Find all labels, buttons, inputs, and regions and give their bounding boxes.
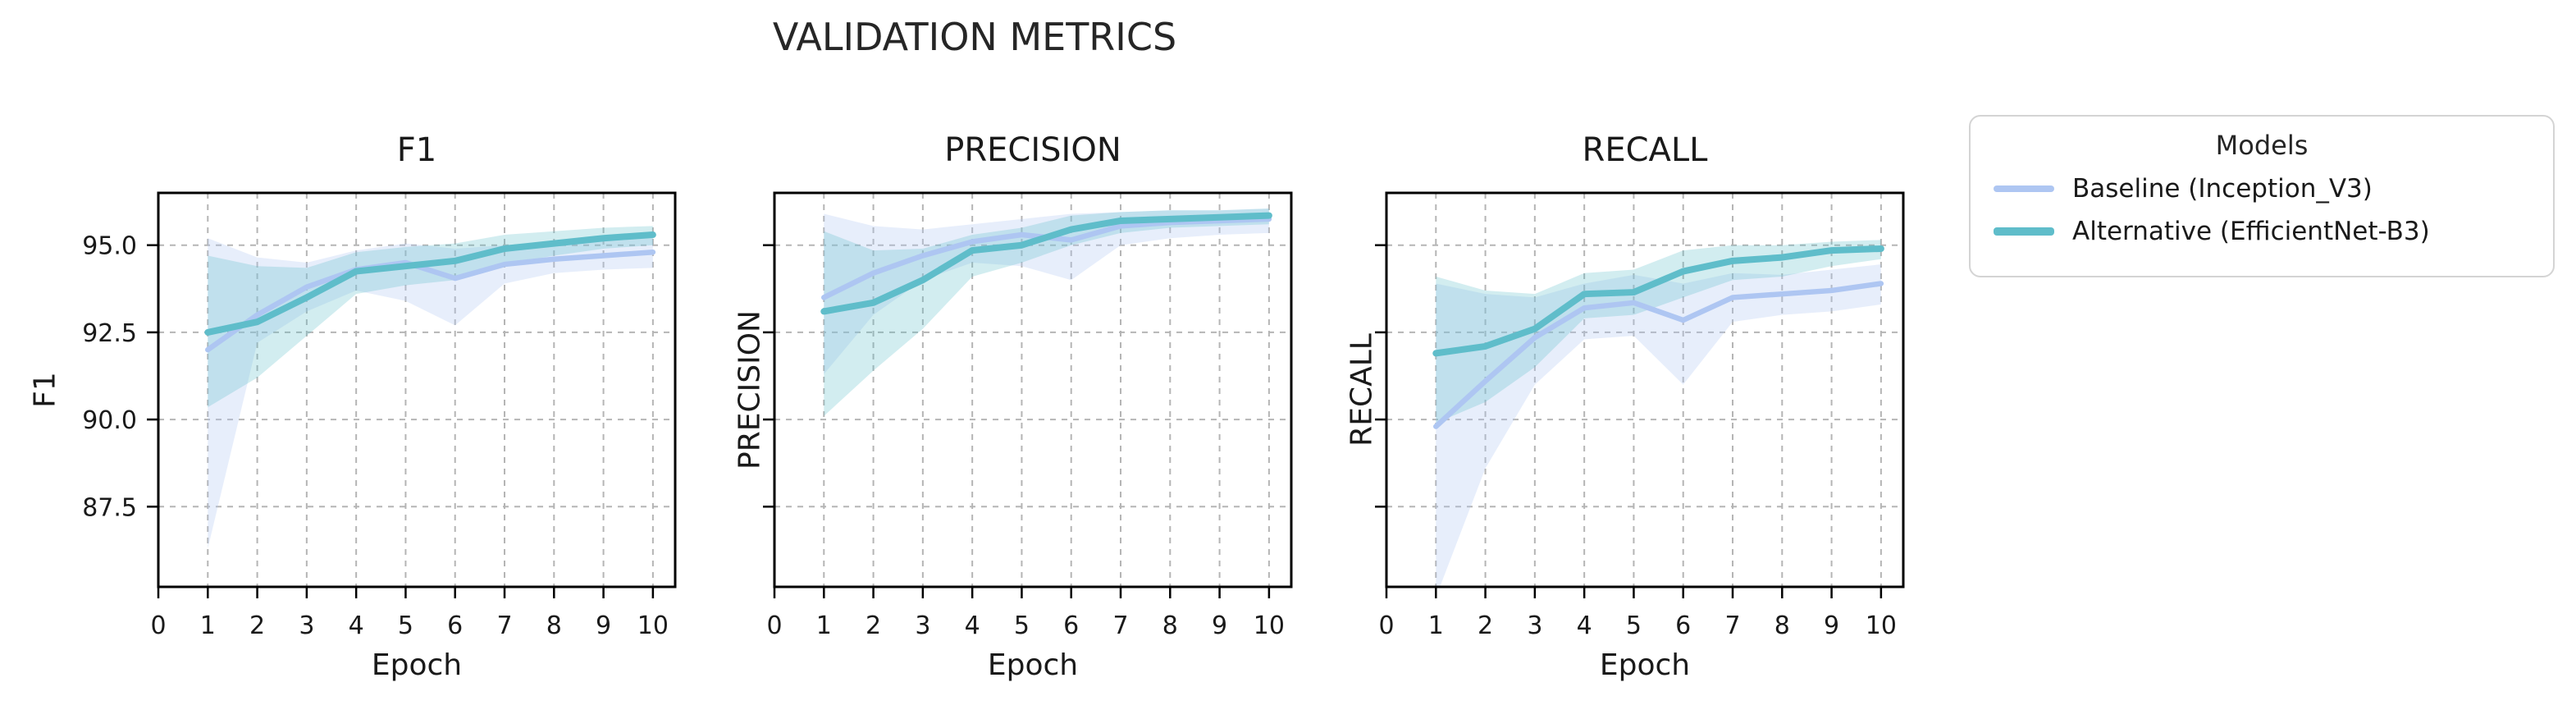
legend-item-alternative: Alternative (EfficientNet-B3)	[1994, 217, 2530, 246]
x-tick-label: 2	[866, 611, 881, 640]
confidence-band-alternative	[824, 208, 1269, 416]
x-tick-label: 8	[546, 611, 562, 640]
plot-series-group	[204, 226, 656, 549]
x-tick-label: 5	[398, 611, 413, 640]
x-tick-label: 7	[1112, 611, 1128, 640]
recall-plot-area: 0 1 2 3 4 5 6 7 8 9 10	[1375, 191, 1905, 640]
plot-border	[1385, 191, 1905, 588]
confidence-band-baseline	[208, 238, 653, 549]
legend-title: Models	[2215, 130, 2309, 161]
x-tick-label: 1	[1428, 611, 1444, 640]
x-tick-label: 5	[1014, 611, 1030, 640]
x-tick-label: 10	[637, 611, 669, 640]
x-tick-label: 3	[1527, 611, 1542, 640]
figure-title: VALIDATION METRICS	[772, 15, 1177, 59]
precision-chart: PRECISION PRECISION 0 1 2 3 4 5 6 7 8 9 10 Epoch	[651, 115, 1324, 719]
x-tick-label: 0	[150, 611, 166, 640]
x-tick-label: 1	[816, 611, 832, 640]
legend: Models Baseline (Inception_V3) Alternati…	[1969, 115, 2555, 277]
series-line-alternative	[1432, 245, 1884, 357]
y-tick-label: 92.5	[82, 319, 137, 348]
x-tick-label: 10	[1866, 611, 1897, 640]
x-tick-label: 4	[1577, 611, 1592, 640]
legend-item-baseline: Baseline (Inception_V3)	[1994, 174, 2530, 204]
x-axis-label: Epoch	[987, 648, 1079, 682]
alternative-line-swatch	[1994, 227, 2054, 236]
x-tick-label: 3	[299, 611, 314, 640]
x-axis-label: Epoch	[371, 648, 463, 682]
legend-item-label: Baseline (Inception_V3)	[2072, 174, 2373, 204]
series-line-alternative	[204, 231, 656, 336]
x-tick-label: 6	[447, 611, 463, 640]
baseline-line-swatch	[1994, 185, 2054, 192]
x-tick-label: 9	[596, 611, 611, 640]
legend-item-label: Alternative (EfficientNet-B3)	[2072, 217, 2430, 246]
x-tick-label: 4	[965, 611, 980, 640]
x-tick-label: 6	[1063, 611, 1079, 640]
f1-plot-area: 0 1 2 3 4 5 6 7 8 9 10 87.5 90.0 92.5 95.0	[82, 191, 677, 640]
plot-series-group	[820, 208, 1272, 416]
y-tick-label: 90.0	[82, 406, 137, 435]
x-tick-label: 5	[1626, 611, 1642, 640]
x-tick-label: 9	[1212, 611, 1227, 640]
chart-title: F1	[396, 131, 437, 169]
recall-chart: RECALL RECALL 0 1 2 3 4 5 6 7 8 9 10 Epoch	[1263, 115, 1936, 719]
x-tick-label: 0	[1378, 611, 1394, 640]
chart-title: RECALL	[1582, 131, 1708, 169]
plot-series-group	[1432, 240, 1884, 587]
confidence-band-alternative	[208, 226, 653, 408]
x-tick-label: 10	[1254, 611, 1285, 640]
x-tick-label: 4	[349, 611, 364, 640]
x-axis-label: Epoch	[1599, 648, 1691, 682]
x-tick-label: 3	[915, 611, 930, 640]
x-tick-label: 7	[496, 611, 512, 640]
series-line-baseline	[205, 249, 656, 353]
series-line-baseline	[1433, 281, 1884, 429]
x-tick-label: 0	[766, 611, 782, 640]
x-tick-label: 6	[1675, 611, 1691, 640]
x-tick-label: 2	[1478, 611, 1493, 640]
chart-title: PRECISION	[944, 131, 1121, 169]
series-line-alternative	[820, 212, 1272, 315]
y-tick-label: 95.0	[82, 232, 137, 261]
x-tick-label: 7	[1724, 611, 1740, 640]
plot-border	[157, 191, 677, 588]
x-tick-label: 8	[1774, 611, 1790, 640]
f1-chart: F1 F1 0 1 2 3 4 5 6 7 8 9 10 87.5 90.0 92.5 95.0 Epoch	[29, 115, 708, 719]
x-tick-label: 9	[1824, 611, 1839, 640]
precision-plot-area: 0 1 2 3 4 5 6 7 8 9 10	[763, 191, 1293, 640]
plot-border	[773, 191, 1293, 588]
x-tick-label: 2	[249, 611, 265, 640]
x-tick-label: 8	[1162, 611, 1178, 640]
x-tick-label: 1	[200, 611, 216, 640]
y-tick-label: 87.5	[82, 493, 137, 522]
confidence-band-baseline	[1436, 264, 1881, 587]
